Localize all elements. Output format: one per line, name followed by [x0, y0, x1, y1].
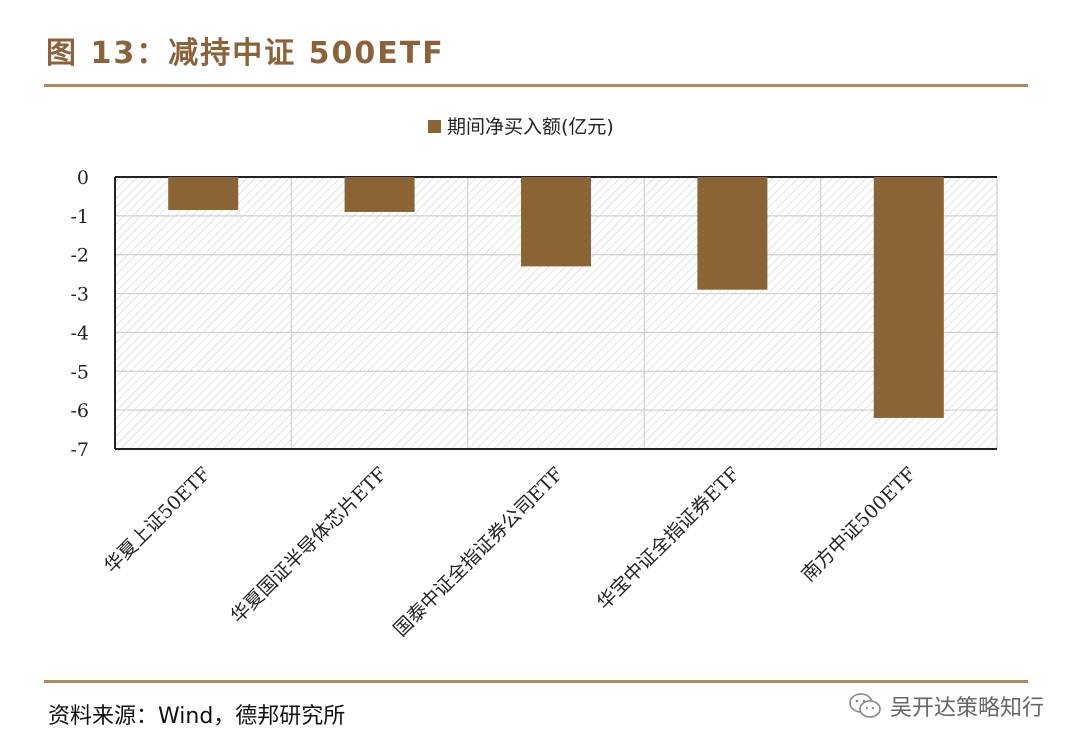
watermark: 吴开达策略知行 — [848, 690, 1044, 722]
y-tick-label: 0 — [77, 167, 89, 189]
y-tick-label: -5 — [70, 361, 89, 383]
x-category-label: 国泰中证全指证券公司ETF — [390, 463, 568, 641]
top-rule — [44, 84, 1028, 87]
bar-chart: 期间净买入额(亿元) 0 -1 -2 -3 -4 -5 -6 -7 华夏上证50ETF 华夏国证… — [70, 116, 998, 641]
y-tick-label: -6 — [70, 400, 89, 422]
legend-label: 期间净买入额(亿元) — [447, 116, 614, 138]
bar — [697, 177, 768, 290]
y-tick-label: -3 — [70, 284, 89, 306]
watermark-text: 吴开达策略知行 — [889, 696, 1044, 721]
chart-legend: 期间净买入额(亿元) — [428, 116, 614, 138]
y-tick-label: -7 — [70, 439, 89, 461]
bottom-rule — [44, 680, 1028, 683]
source-note: 资料来源：Wind，德邦研究所 — [48, 704, 346, 729]
x-category-label: 华宝中证全指证券ETF — [593, 463, 744, 614]
x-category-label: 华夏上证50ETF — [100, 463, 214, 577]
legend-swatch — [428, 120, 441, 133]
y-tick-label: -1 — [70, 206, 89, 228]
bar — [168, 177, 239, 211]
wechat-icon — [849, 693, 881, 718]
y-tick-label: -4 — [70, 322, 89, 344]
x-category-label: 南方中证500ETF — [797, 463, 920, 586]
bar — [521, 177, 591, 267]
x-category-label: 华夏国证半导体芯片ETF — [227, 463, 392, 628]
bar — [873, 177, 944, 418]
bar — [344, 177, 415, 212]
y-tick-label: -2 — [70, 245, 89, 267]
figure-title: 图 13：减持中证 500ETF — [46, 36, 445, 71]
